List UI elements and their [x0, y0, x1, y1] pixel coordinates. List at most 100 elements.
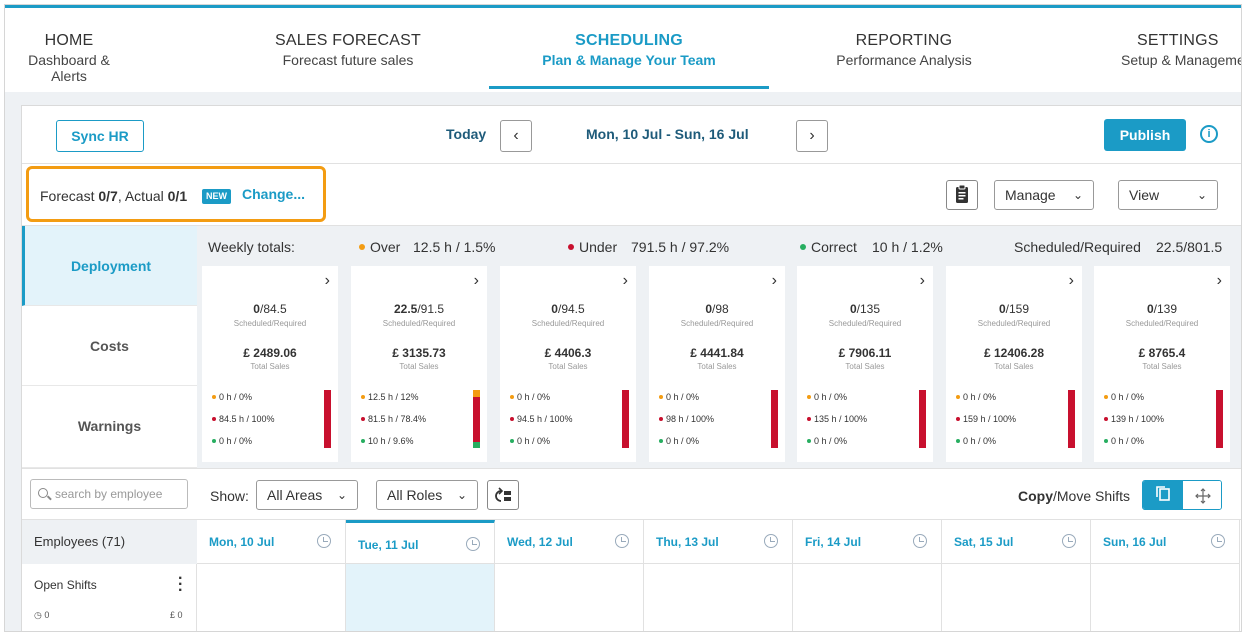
clock-icon[interactable] [317, 534, 331, 548]
open-shift-cell[interactable] [495, 564, 644, 631]
correct-line: 0 h / 0% [510, 436, 550, 446]
clock-icon[interactable] [615, 534, 629, 548]
nav-sales-forecast[interactable]: SALES FORECAST Forecast future sales [273, 32, 423, 68]
move-mode-button[interactable] [1183, 481, 1221, 509]
correct-value: 0 h / 0% [963, 436, 997, 446]
chevron-right-icon[interactable]: › [1068, 272, 1074, 289]
clipboard-button[interactable] [946, 180, 978, 210]
over-dot-icon [807, 394, 811, 399]
correct-value: 0 h / 0% [517, 436, 551, 446]
under-dot-icon [212, 416, 216, 421]
chevron-right-icon[interactable]: › [622, 272, 628, 289]
day-header[interactable]: Thu, 13 Jul [644, 520, 793, 564]
info-icon[interactable]: i [1200, 125, 1218, 143]
day-header[interactable]: Fri, 14 Jul [793, 520, 942, 564]
chevron-left-icon: ‹ [513, 127, 519, 144]
bar-over-segment [473, 390, 480, 397]
nav-scheduling[interactable]: SCHEDULING Plan & Manage Your Team [529, 32, 729, 68]
under-line: 94.5 h / 100% [510, 414, 573, 424]
under-value: 159 h / 100% [963, 414, 1017, 424]
weekly-totals-label: Weekly totals: [208, 239, 295, 255]
copy-mode-button[interactable] [1143, 481, 1183, 509]
total-sales-value: £ 12406.28 [983, 346, 1045, 360]
open-shift-cell[interactable] [942, 564, 1091, 631]
day-header[interactable]: Wed, 12 Jul [495, 520, 644, 564]
search-icon [38, 488, 48, 498]
nav-reporting[interactable]: REPORTING Performance Analysis [829, 32, 979, 68]
areas-dropdown[interactable]: All Areas ⌄ [256, 480, 358, 510]
open-hours-value: 0 [44, 610, 50, 620]
over-dot-icon [659, 394, 663, 399]
required-value: /91.5 [417, 302, 445, 316]
over-dot-icon [212, 394, 216, 399]
required-value: /94.5 [557, 302, 585, 316]
prev-week-button[interactable]: ‹ [500, 120, 532, 152]
search-input[interactable]: search by employee [30, 479, 188, 509]
bar-under-segment [919, 390, 926, 448]
clock-icon[interactable] [466, 537, 480, 551]
today-button[interactable]: Today [446, 126, 487, 142]
open-shift-cell[interactable] [197, 564, 346, 631]
nav-home[interactable]: HOME Dashboard & Alerts [9, 32, 129, 84]
manage-dropdown[interactable]: Manage ⌄ [994, 180, 1094, 210]
weekly-over: Over [359, 239, 400, 255]
required-value: /84.5 [259, 302, 287, 316]
over-line: 0 h / 0% [1104, 392, 1144, 402]
chevron-right-icon[interactable]: › [771, 272, 777, 289]
open-shift-cell[interactable] [346, 564, 495, 631]
under-value: 139 h / 100% [1111, 414, 1165, 424]
new-badge: NEW [202, 189, 231, 204]
nav-settings[interactable]: SETTINGS Setup & Management [1115, 32, 1241, 68]
roles-dropdown[interactable]: All Roles ⌄ [376, 480, 478, 510]
tab-deployment[interactable]: Deployment [22, 226, 197, 306]
scheduled-required-sub: Scheduled/Required [531, 319, 605, 328]
nav-active-underline [489, 86, 769, 89]
swap-icon [495, 487, 511, 503]
scheduled-required: 0/139 [1094, 302, 1230, 316]
correct-line: 0 h / 0% [1104, 436, 1144, 446]
weekly-over-value: 12.5 h / 1.5% [413, 239, 496, 255]
day-header[interactable]: Tue, 11 Jul [346, 520, 495, 564]
nav-home-title: HOME [44, 32, 94, 49]
clock-icon[interactable] [1062, 534, 1076, 548]
scheduled-required-sub: Scheduled/Required [1125, 319, 1199, 328]
chevron-right-icon[interactable]: › [1216, 272, 1222, 289]
kebab-menu-icon[interactable]: · · · [178, 570, 184, 599]
day-card: › 0/139 Scheduled/Required £ 8765.4 Total Sa… [1094, 266, 1230, 462]
nav-reporting-subtitle: Performance Analysis [836, 52, 972, 68]
sync-hr-button[interactable]: Sync HR [56, 120, 144, 152]
chevron-right-icon[interactable]: › [324, 272, 330, 289]
day-header[interactable]: Sat, 15 Jul [942, 520, 1091, 564]
under-value: 94.5 h / 100% [517, 414, 573, 424]
clock-icon[interactable] [1211, 534, 1225, 548]
change-forecast-link[interactable]: Change... [242, 186, 306, 202]
open-hours: ◷ 0 [34, 610, 50, 620]
bar-correct-segment [473, 442, 480, 448]
correct-line: 10 h / 9.6% [361, 436, 414, 446]
over-dot-icon [361, 394, 365, 399]
swap-view-button[interactable] [487, 480, 519, 510]
under-value: 98 h / 100% [666, 414, 715, 424]
over-line: 0 h / 0% [510, 392, 550, 402]
clock-icon[interactable] [913, 534, 927, 548]
publish-button[interactable]: Publish [1104, 119, 1186, 151]
total-sales-value: £ 4441.84 [690, 346, 744, 360]
tab-costs[interactable]: Costs [22, 306, 197, 386]
open-shift-cell[interactable] [1091, 564, 1240, 631]
chevron-right-icon[interactable]: › [473, 272, 479, 289]
weekly-sr-value: 22.5/801.5 [1156, 239, 1223, 255]
clock-icon[interactable] [764, 534, 778, 548]
day-header[interactable]: Sun, 16 Jul [1091, 520, 1240, 564]
tab-warnings[interactable]: Warnings [22, 386, 197, 468]
correct-dot-icon [800, 244, 806, 251]
nav-settings-title: SETTINGS [1137, 32, 1219, 49]
chevron-right-icon[interactable]: › [919, 272, 925, 289]
open-shift-cell[interactable] [644, 564, 793, 631]
total-sales-sub: Total Sales [250, 362, 290, 371]
deployment-bar [919, 390, 926, 448]
open-shift-cell[interactable] [793, 564, 942, 631]
day-header[interactable]: Mon, 10 Jul [197, 520, 346, 564]
next-week-button[interactable]: › [796, 120, 828, 152]
view-dropdown[interactable]: View ⌄ [1118, 180, 1218, 210]
correct-dot-icon [659, 438, 663, 443]
